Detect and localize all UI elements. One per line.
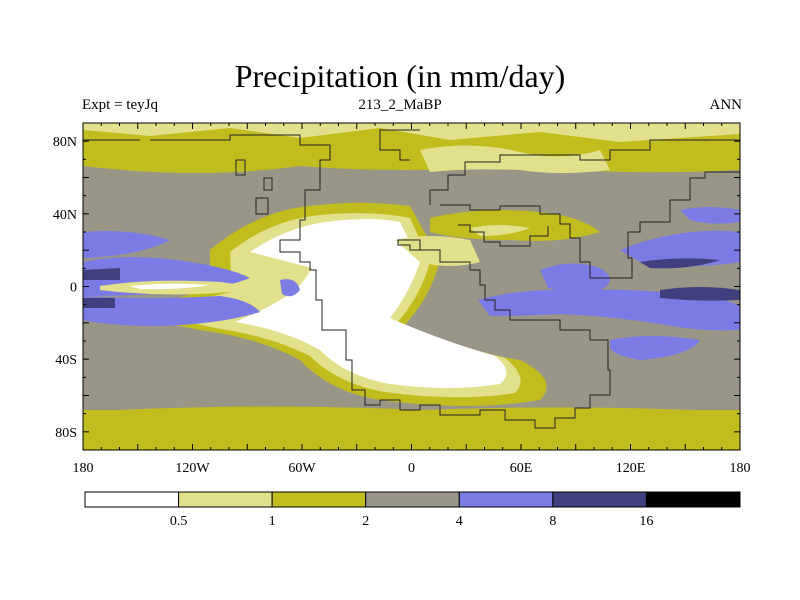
colorbar-swatch xyxy=(552,491,647,508)
colorbar-swatch xyxy=(178,491,273,508)
colorbar-label: 16 xyxy=(639,514,653,529)
field-4-8-indo-pacific xyxy=(478,289,740,331)
x-tick-label: 0 xyxy=(408,461,415,476)
colorbar-label: 4 xyxy=(456,514,463,529)
field-05-1-tethys xyxy=(470,225,530,236)
field-0-05-subtropics xyxy=(235,219,507,388)
field-4-8-pacific-south xyxy=(83,296,260,326)
field-4-8-asia xyxy=(540,263,610,292)
x-tick-label: 60W xyxy=(288,461,316,476)
experiment-label: Expt = teyJq xyxy=(82,97,158,113)
field-8-16-pacific-a xyxy=(83,268,120,280)
colorbar-label: 8 xyxy=(549,514,556,529)
colorbar-swatch xyxy=(84,491,180,508)
period-label: 213_2_MaBP xyxy=(358,97,442,113)
x-tick-label: 120W xyxy=(175,461,210,476)
coastlines xyxy=(83,129,740,429)
field-4-8-atlantic xyxy=(280,279,300,297)
field-8-16-pacific-b xyxy=(83,298,115,308)
field-4-8-south-indian xyxy=(610,336,700,360)
x-tick-label: 180 xyxy=(730,461,751,476)
x-tick-label: 180 xyxy=(73,461,94,476)
x-tick-label: 120E xyxy=(616,461,646,476)
plot-title: Precipitation (in mm/day) xyxy=(234,58,566,94)
colorbar-label: 0.5 xyxy=(170,514,188,529)
field-4-8-north-pacific-e xyxy=(83,231,170,258)
field-1-2-tethys xyxy=(430,210,600,241)
field-4-8-nw-pacific xyxy=(680,207,740,224)
axis-ticks: 80N 40N 0 40S 80S 180 120W 60W 0 60E 120E 180 xyxy=(53,122,751,476)
colorbar-swatch xyxy=(645,491,741,508)
y-tick-label: 0 xyxy=(70,281,77,296)
colorbar-label: 1 xyxy=(269,514,276,529)
x-tick-label: 60E xyxy=(510,461,533,476)
field-8-16-west-pacific xyxy=(660,287,740,301)
field-1-2-south-b xyxy=(83,406,740,420)
colorbar-swatch xyxy=(365,491,460,508)
field-05-1-arabia xyxy=(395,236,480,266)
colorbar-swatch xyxy=(458,491,554,508)
y-tick-label: 80N xyxy=(53,135,77,150)
colorbar: 0.5 1 2 4 8 16 xyxy=(84,491,741,529)
field-8-16-north-pacific-w xyxy=(640,258,720,269)
colorbar-swatch xyxy=(271,491,367,508)
field-4-8-north-pacific-w xyxy=(620,230,740,266)
colorbar-label: 2 xyxy=(362,514,369,529)
field-0-05-cold-tongue xyxy=(130,283,210,290)
y-tick-label: 40N xyxy=(53,208,77,223)
y-tick-label: 40S xyxy=(55,353,77,368)
season-label: ANN xyxy=(709,97,743,113)
field-05-1-siberia xyxy=(420,145,610,173)
precipitation-field xyxy=(83,123,740,450)
y-tick-label: 80S xyxy=(55,426,77,441)
